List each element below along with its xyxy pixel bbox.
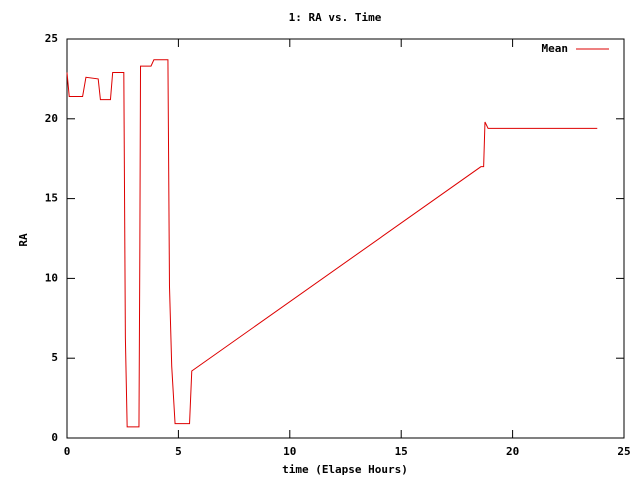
y-tick-label: 20 xyxy=(45,112,58,125)
legend-label: Mean xyxy=(542,42,569,55)
plot-frame xyxy=(66,38,625,439)
y-tick-label: 10 xyxy=(45,271,58,284)
y-tick-label: 5 xyxy=(51,351,58,364)
x-axis-label: time (Elapse Hours) xyxy=(282,463,408,476)
x-tick-label: 0 xyxy=(64,445,71,458)
chart-title: 1: RA vs. Time xyxy=(289,11,382,24)
x-tick-label: 20 xyxy=(506,445,519,458)
x-tick-label: 10 xyxy=(283,445,296,458)
y-axis-label: RA xyxy=(17,233,30,247)
x-tick-label: 5 xyxy=(175,445,182,458)
x-tick-label: 25 xyxy=(617,445,630,458)
x-tick-label: 15 xyxy=(395,445,408,458)
data-line xyxy=(66,59,598,428)
y-tick-label: 0 xyxy=(51,431,58,444)
y-tick-label: 25 xyxy=(45,32,58,45)
y-tick-label: 15 xyxy=(45,192,58,205)
